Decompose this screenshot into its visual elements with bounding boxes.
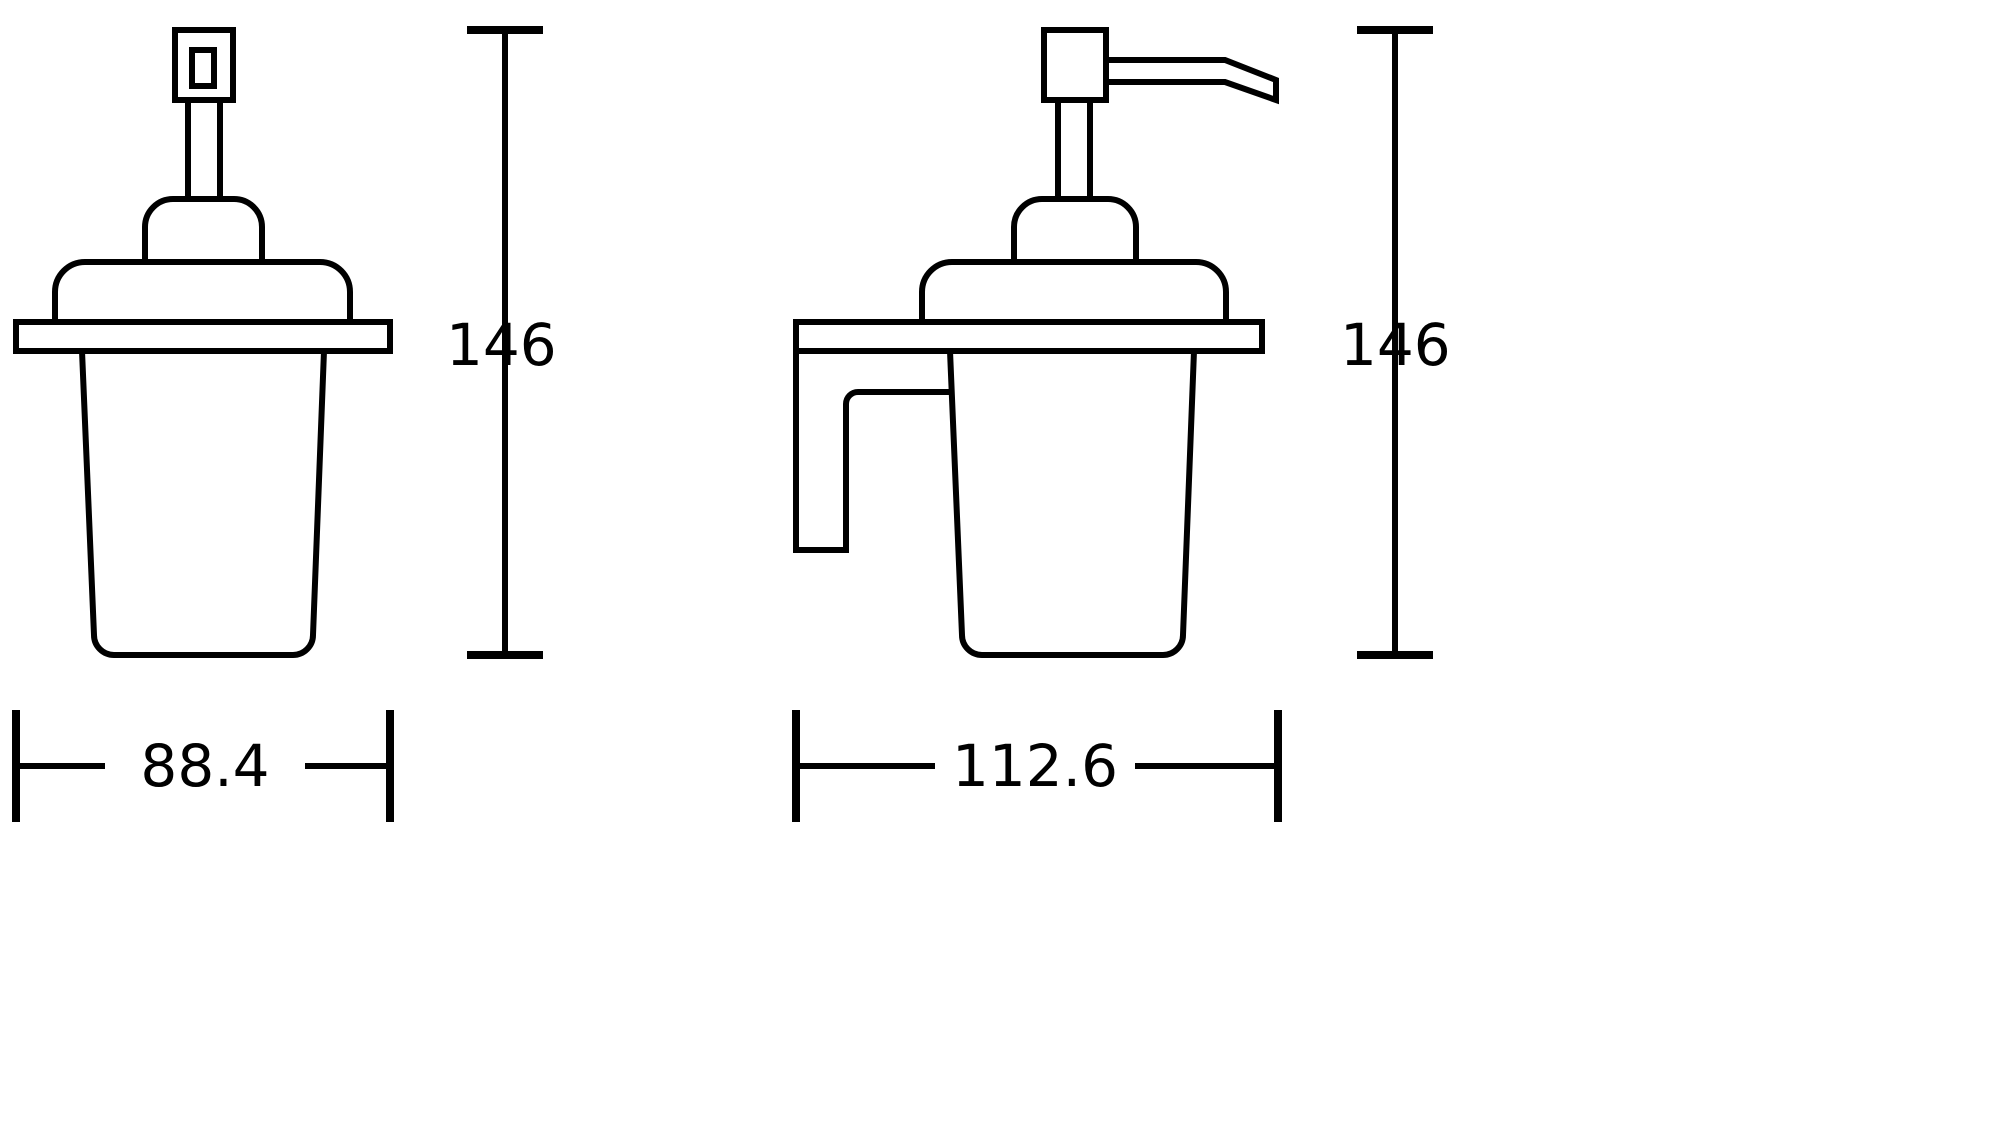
side-cup xyxy=(950,351,1194,655)
side-collar xyxy=(1014,199,1136,262)
front-stem xyxy=(188,95,220,199)
front-collar xyxy=(145,199,262,262)
technical-drawing: 146 88.4 146 112.6 xyxy=(0,0,2000,1131)
dimension-height: 146 xyxy=(446,311,557,379)
side-lid xyxy=(922,262,1226,322)
dimension-width: 112.6 xyxy=(952,732,1118,800)
side-stem xyxy=(1058,94,1090,199)
front-lid xyxy=(55,262,350,322)
dimension-height: 146 xyxy=(1340,311,1451,379)
front-plate xyxy=(16,322,390,351)
side-spout xyxy=(1106,60,1276,100)
front-cup xyxy=(82,351,324,655)
dimension-width: 88.4 xyxy=(140,732,269,800)
side-bracket xyxy=(796,351,950,550)
front-pump-head xyxy=(175,30,233,100)
side-pump-head xyxy=(1044,30,1106,100)
side-plate xyxy=(796,322,1262,351)
